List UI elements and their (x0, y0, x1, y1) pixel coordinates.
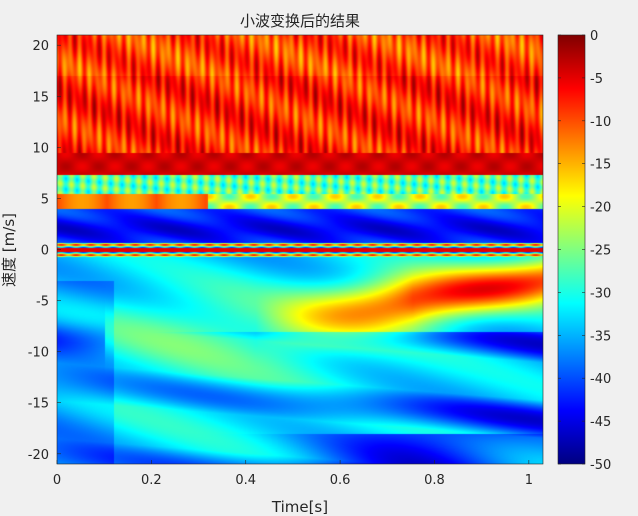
y-tick-label: -5 (36, 295, 49, 310)
x-axis: 0 0.2 0.4 0.6 0.8 1 (53, 460, 533, 488)
colorbar-tick-label: -5 (590, 72, 603, 87)
x-tick-label: 0.6 (330, 473, 351, 488)
y-tick-label: 15 (32, 90, 49, 105)
colorbar-tick-label: 0 (590, 29, 598, 44)
heatmap-area (56, 34, 544, 465)
x-tick-label: 0.2 (141, 473, 162, 488)
y-tick-label: -20 (28, 448, 49, 463)
x-tick-label: 0 (53, 473, 61, 488)
colorbar-tick-label: -35 (590, 329, 611, 344)
y-tick-label: 0 (41, 244, 49, 259)
x-tick-label: 0.4 (235, 473, 256, 488)
colorbar-tick-label: -15 (590, 158, 611, 173)
colorbar-tick-label: -50 (590, 458, 611, 473)
y-tick-label: -15 (28, 397, 49, 412)
colorbar-tick-label: -10 (590, 115, 611, 130)
y-tick-label: 5 (41, 192, 49, 207)
x-axis-label: Time[s] (271, 498, 328, 516)
x-tick-label: 0.8 (424, 473, 445, 488)
y-tick-label: 10 (32, 141, 49, 156)
y-axis-label: 速度 [m/s] (0, 213, 18, 287)
chart-title: 小波变换后的结果 (240, 12, 360, 30)
colorbar-tick-label: -45 (590, 415, 611, 430)
colorbar-gradient (557, 34, 586, 465)
colorbar-ticks: 0 -5 -10 -15 -20 -25 -30 -35 -40 -45 -50 (558, 29, 611, 473)
y-axis: 20 15 10 5 0 -5 -10 -15 -20 (28, 39, 61, 463)
y-tick-label: -10 (28, 346, 49, 361)
colorbar-tick-label: -25 (590, 244, 611, 259)
y-tick-label: 20 (32, 39, 49, 54)
colorbar-tick-label: -30 (590, 286, 611, 301)
colorbar-tick-label: -40 (590, 372, 611, 387)
colorbar-tick-label: -20 (590, 201, 611, 216)
x-tick-label: 1 (525, 473, 533, 488)
heatmap-canvas (57, 35, 543, 464)
colorbar: 0 -5 -10 -15 -20 -25 -30 -35 -40 -45 -50 (557, 29, 611, 473)
